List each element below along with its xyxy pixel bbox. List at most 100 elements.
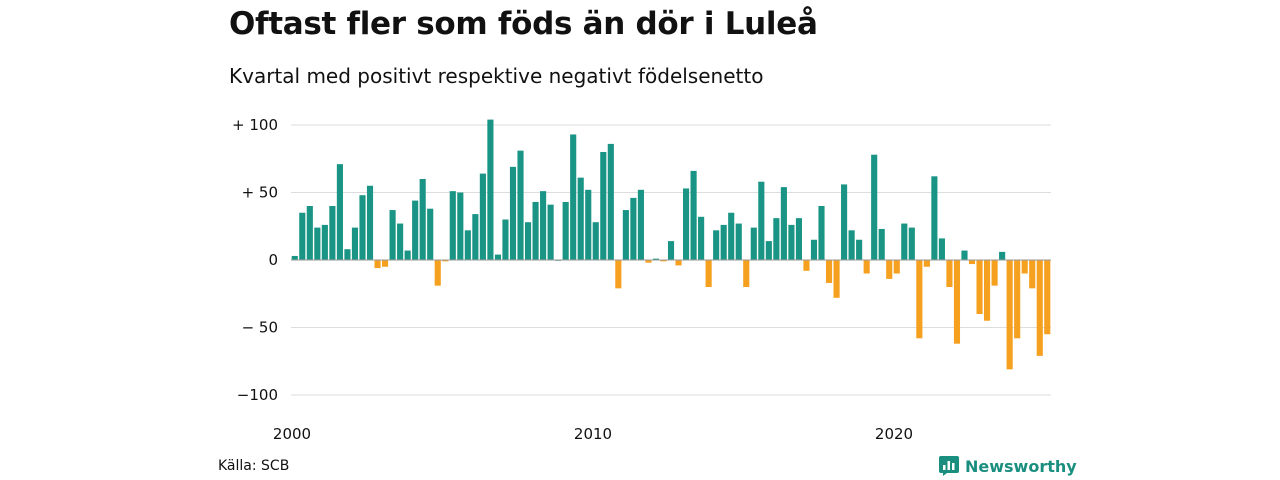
brand-name: Newsworthy <box>965 456 1077 476</box>
bar <box>457 192 464 260</box>
bar <box>991 260 998 286</box>
bar <box>359 195 366 260</box>
bar <box>758 181 765 260</box>
bar <box>984 260 991 321</box>
bar <box>886 260 893 279</box>
bar <box>299 212 306 260</box>
bar <box>404 250 411 260</box>
bar <box>1006 260 1013 370</box>
bar <box>615 260 622 289</box>
bar <box>901 223 908 260</box>
y-tick-label: 0 <box>268 251 278 269</box>
bar <box>803 260 810 271</box>
bar <box>427 208 434 260</box>
bar <box>540 191 547 260</box>
bar <box>743 260 750 287</box>
bar <box>585 189 592 260</box>
y-tick-label: − 50 <box>242 319 278 337</box>
bar <box>412 200 419 260</box>
bar <box>570 134 577 260</box>
bar <box>795 218 802 260</box>
bar <box>607 143 614 260</box>
chart-subtitle: Kvartal med positivt respektive negativt… <box>229 64 764 88</box>
bar <box>878 228 885 260</box>
bar <box>946 260 953 287</box>
bar <box>344 249 351 260</box>
bar <box>494 254 501 260</box>
newsworthy-logo-icon <box>939 456 959 476</box>
bar <box>780 187 787 260</box>
chart-title: Oftast fler som föds än dör i Luleå <box>229 6 818 42</box>
bar <box>750 227 757 260</box>
bar <box>291 255 298 260</box>
bar <box>517 150 524 260</box>
source-note: Källa: SCB <box>218 458 290 474</box>
bar <box>856 239 863 260</box>
bar <box>871 154 878 260</box>
bar <box>577 177 584 260</box>
bar <box>713 230 720 260</box>
bar <box>321 224 328 260</box>
bar <box>923 260 930 267</box>
bar <box>524 222 532 260</box>
brand-logo: Newsworthy <box>939 456 1077 476</box>
bar <box>683 188 690 260</box>
bar <box>788 224 795 260</box>
bar <box>645 260 652 263</box>
bar <box>863 260 870 274</box>
bar <box>600 152 607 260</box>
bar <box>532 201 539 260</box>
x-tick-label: 2010 <box>574 425 612 443</box>
bar <box>351 227 359 260</box>
bar <box>976 260 983 314</box>
bar <box>479 173 486 260</box>
bar <box>1014 260 1021 339</box>
bar <box>893 260 900 274</box>
bar <box>773 218 780 260</box>
bar <box>833 260 840 298</box>
bar <box>1044 260 1051 335</box>
bar <box>728 212 735 260</box>
bar <box>592 222 599 260</box>
bar <box>336 164 343 260</box>
bar <box>509 166 517 260</box>
x-tick-label: 2000 <box>273 425 311 443</box>
bar <box>931 176 938 260</box>
bar <box>675 260 682 266</box>
bar <box>547 204 554 260</box>
bar <box>652 258 660 260</box>
bar <box>1029 260 1036 289</box>
bar <box>968 260 976 265</box>
bar <box>908 227 915 260</box>
bar <box>630 197 637 260</box>
y-tick-label: + 50 <box>242 184 278 202</box>
bar <box>502 219 509 260</box>
bar <box>848 230 855 260</box>
bar <box>916 260 923 339</box>
bar <box>434 260 441 286</box>
bar <box>487 119 494 260</box>
bar <box>705 260 712 287</box>
bar <box>449 191 456 260</box>
bar <box>374 260 381 269</box>
bar <box>810 239 818 260</box>
bar <box>329 206 336 260</box>
bar <box>720 224 727 260</box>
bar <box>825 260 833 283</box>
bar <box>306 206 313 260</box>
x-tick-label: 2020 <box>875 425 913 443</box>
bar <box>389 210 396 260</box>
bar <box>818 206 825 260</box>
y-tick-label: −100 <box>237 386 278 404</box>
bar <box>442 260 449 262</box>
bar <box>690 170 697 260</box>
bar <box>1021 260 1028 274</box>
bar <box>667 241 675 260</box>
bar <box>660 260 667 262</box>
bar <box>953 260 961 344</box>
bar <box>366 185 374 260</box>
bar <box>999 251 1006 260</box>
bar <box>765 241 772 260</box>
bar <box>622 210 629 260</box>
